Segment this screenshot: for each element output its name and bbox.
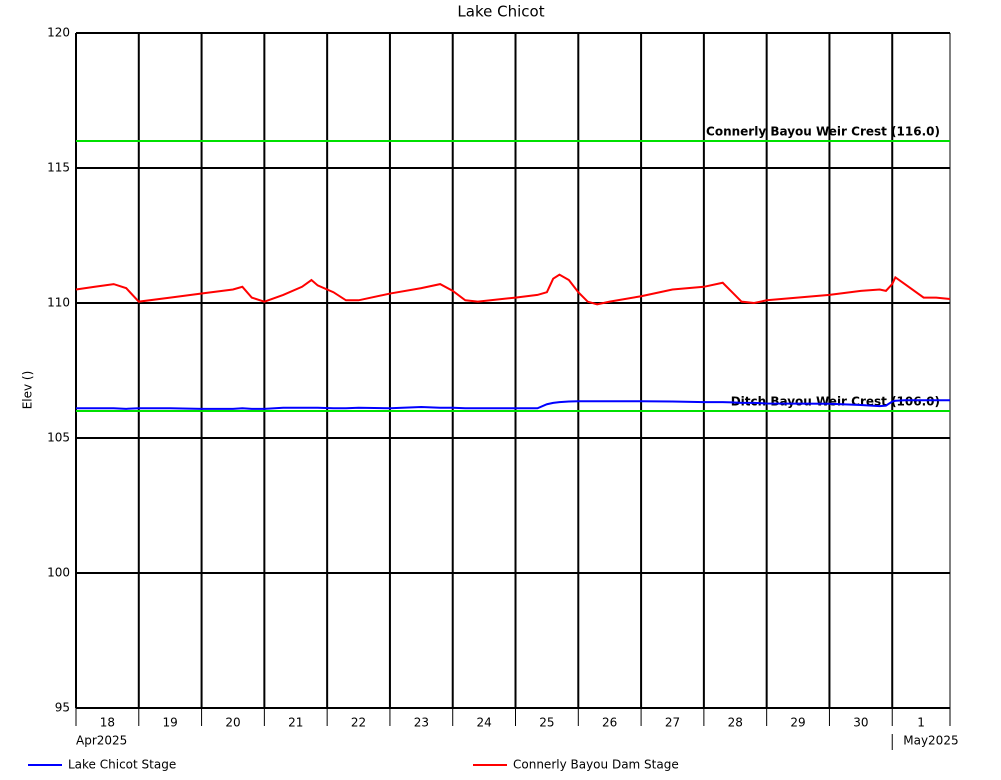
y-axis-label: Elev () xyxy=(21,371,35,410)
data-line xyxy=(75,273,951,306)
y-tick-label: 95 xyxy=(55,701,70,715)
x-tick-label: 21 xyxy=(288,716,303,730)
y-tick-label: 115 xyxy=(47,161,70,175)
x-tick-label: 1 xyxy=(917,716,925,730)
y-tick-label: 120 xyxy=(47,26,70,40)
y-tick-label: 105 xyxy=(47,431,70,445)
x-tick-label: 23 xyxy=(414,716,429,730)
x-tick-label: 28 xyxy=(728,716,743,730)
x-tick-label: 25 xyxy=(539,716,554,730)
x-tick-label: 27 xyxy=(665,716,680,730)
reference-label: Ditch Bayou Weir Crest (106.0) xyxy=(731,395,940,409)
period-label: May2025 xyxy=(903,734,958,748)
legend-label: Lake Chicot Stage xyxy=(68,758,176,772)
x-tick-label: 22 xyxy=(351,716,366,730)
y-tick-label: 100 xyxy=(47,566,70,580)
x-tick-label: 24 xyxy=(476,716,491,730)
x-tick-label: 19 xyxy=(163,716,178,730)
data-line xyxy=(76,399,950,410)
x-tick-label: 20 xyxy=(225,716,240,730)
legend-label: Connerly Bayou Dam Stage xyxy=(513,758,679,772)
chart-title: Lake Chicot xyxy=(457,3,544,21)
period-label: Apr2025 xyxy=(76,734,127,748)
reference-label: Connerly Bayou Weir Crest (116.0) xyxy=(706,125,940,139)
y-tick-label: 110 xyxy=(47,296,70,310)
x-tick-label: 18 xyxy=(100,716,115,730)
x-tick-label: 26 xyxy=(602,716,617,730)
x-tick-label: 30 xyxy=(853,716,868,730)
x-tick-label: 29 xyxy=(790,716,805,730)
